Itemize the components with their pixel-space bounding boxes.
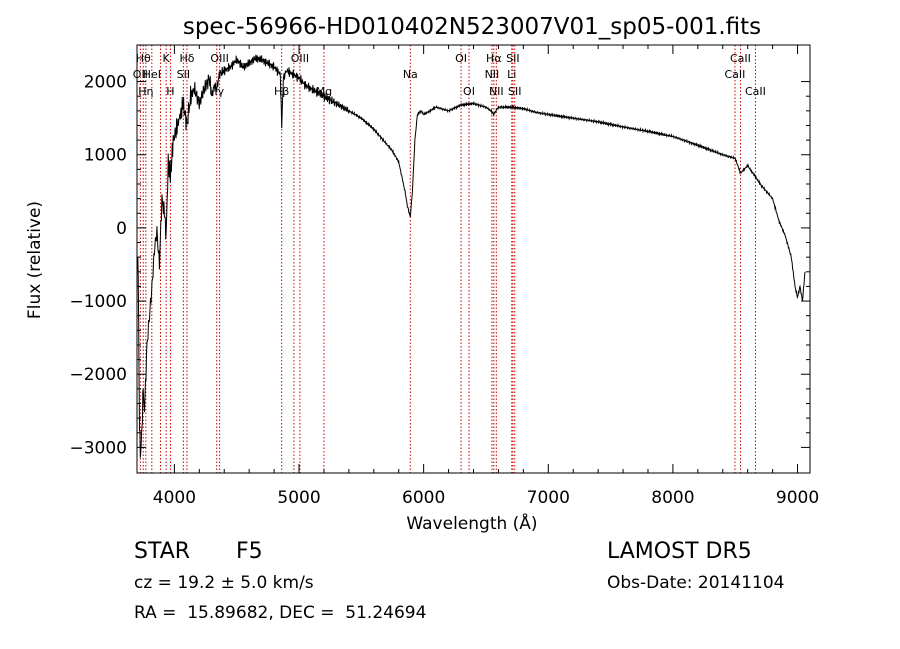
spectral-line-labels: OIIHθHηHeIKHSIIHδHγOIIIHβOIIIMgNaOIOINII… <box>133 52 766 98</box>
y-tick-label: −3000 <box>69 438 127 458</box>
line-marker-label: OIII <box>210 52 228 65</box>
y-axis-label: Flux (relative) <box>25 201 45 319</box>
line-marker-label: HeI <box>143 68 161 81</box>
line-marker-label: SII <box>508 85 521 98</box>
y-tick-label: 2000 <box>84 73 127 93</box>
line-marker-label: OI <box>463 85 475 98</box>
line-marker-label: SII <box>177 68 190 81</box>
line-marker-label: H <box>166 85 174 98</box>
observation-date: Obs-Date: 20141104 <box>607 573 785 593</box>
line-marker-label: Li <box>507 68 516 81</box>
line-marker-label: CaII <box>725 68 746 81</box>
y-tick-label: 1000 <box>84 146 127 166</box>
redshift-value: cz = 19.2 ± 5.0 km/s <box>134 573 314 593</box>
object-subclass: F5 <box>236 539 263 564</box>
chart-title: spec-56966-HD010402N523007V01_sp05-001.f… <box>183 14 761 40</box>
line-marker-label: Hα <box>486 52 502 65</box>
line-marker-label: Hθ <box>136 52 151 65</box>
line-marker-label: Hη <box>138 85 153 98</box>
x-axis-label: Wavelength (Å) <box>406 512 537 534</box>
line-marker-label: CaII <box>730 52 751 65</box>
survey-name: LAMOST DR5 <box>607 539 752 564</box>
object-class: STAR <box>134 539 191 564</box>
x-tick-label: 5000 <box>277 488 320 508</box>
spectral-line-markers <box>139 45 756 473</box>
line-marker-label: Hδ <box>179 52 194 65</box>
x-axis-ticks: 4000 5000 6000 7000 8000 9000 <box>153 45 819 508</box>
y-tick-label: 0 <box>116 219 127 239</box>
x-tick-label: 7000 <box>527 488 570 508</box>
x-tick-label: 9000 <box>776 488 819 508</box>
line-marker-label: Hβ <box>274 85 289 98</box>
line-marker-label: OIII <box>291 52 309 65</box>
coordinates: RA = 15.89682, DEC = 51.24694 <box>134 603 427 623</box>
line-marker-label: Na <box>403 68 418 81</box>
y-tick-label: −2000 <box>69 365 127 385</box>
y-tick-label: −1000 <box>69 292 127 312</box>
plot-frame <box>136 44 811 474</box>
x-tick-label: 4000 <box>153 488 196 508</box>
line-marker-label: SII <box>506 52 519 65</box>
spectrum-line <box>136 54 806 458</box>
x-tick-label: 6000 <box>402 488 445 508</box>
line-marker-label: NII <box>485 68 500 81</box>
line-marker-label: OI <box>455 52 467 65</box>
x-tick-label: 8000 <box>651 488 694 508</box>
line-marker-label: NII <box>489 85 504 98</box>
line-marker-label: K <box>163 52 171 65</box>
y-axis-ticks: −3000 −2000 −1000 0 1000 2000 <box>69 73 810 458</box>
line-marker-label: CaII <box>745 85 766 98</box>
